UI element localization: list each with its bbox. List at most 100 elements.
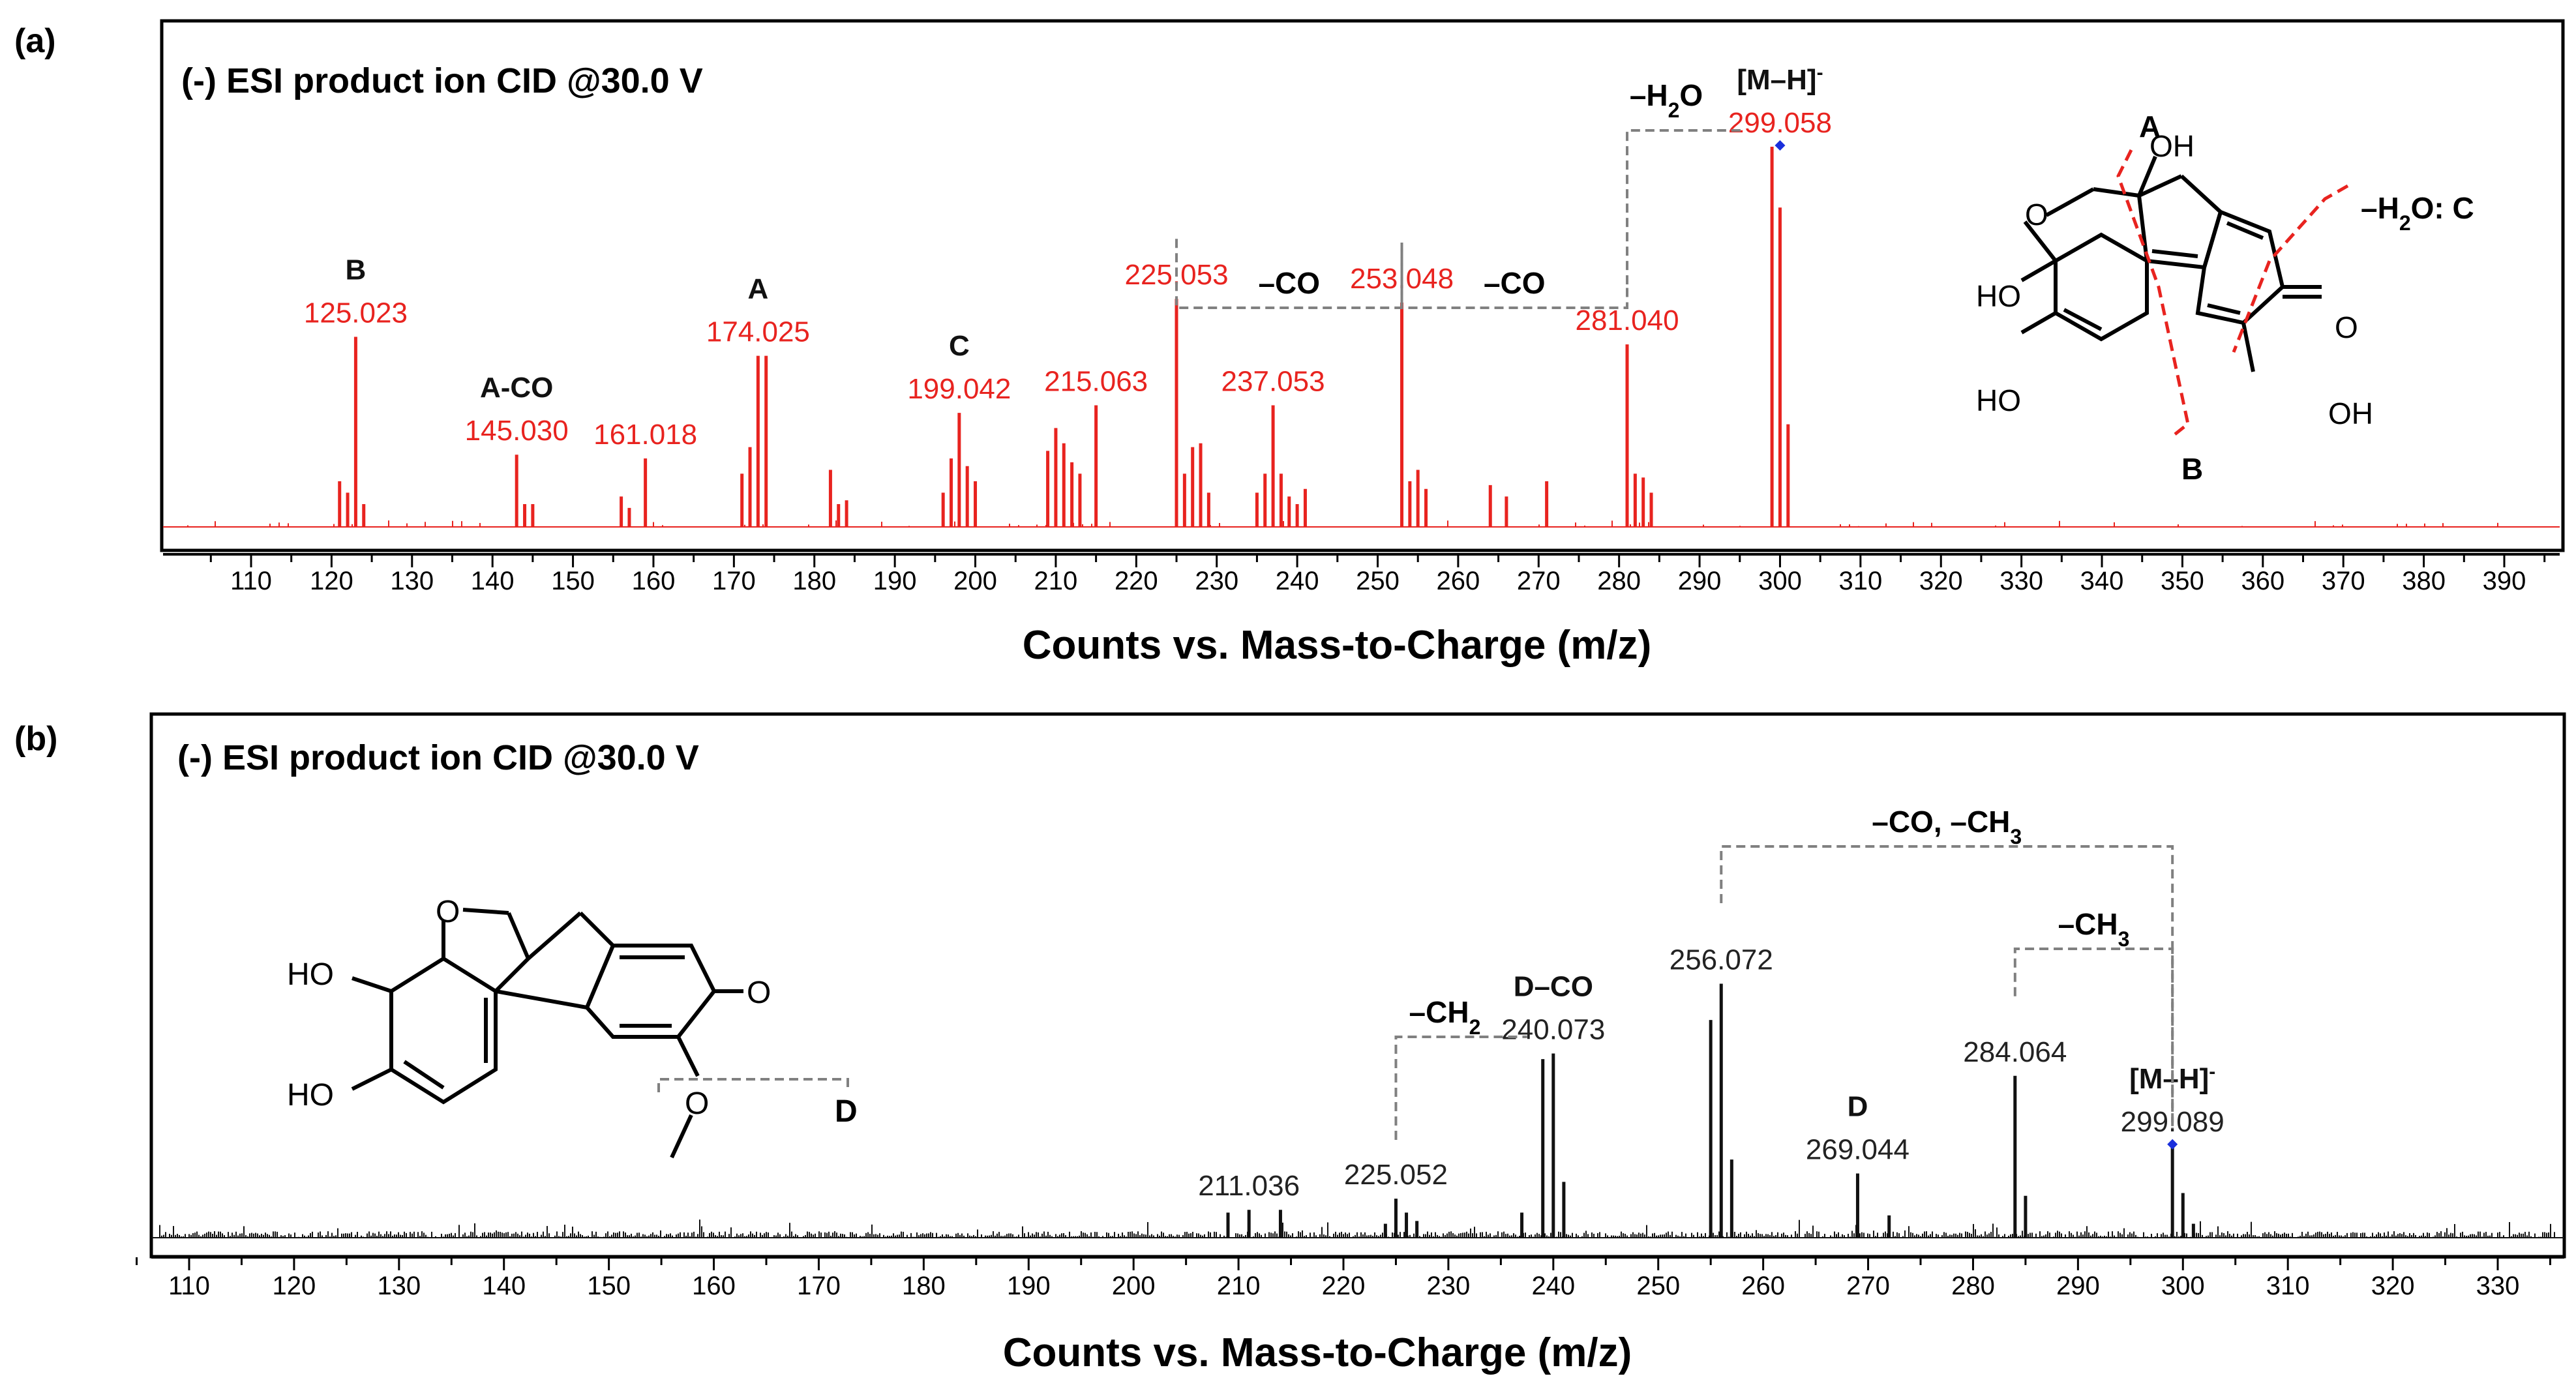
peak-mz-label: 269.044: [1806, 1134, 1910, 1166]
x-tick-label: 270: [1846, 1272, 1890, 1300]
struct-a-bond-c6: [2179, 174, 2223, 214]
x-tick-label: 170: [797, 1272, 841, 1300]
panel-b-plot: 110 120 130 140 150 160 170 180 190 200 210 220 230 2…: [136, 805, 2564, 1300]
loss-bracket: [1626, 129, 1741, 285]
loss-bracket: [1720, 845, 2174, 1128]
panel-b-xlabel: Counts vs. Mass-to-Charge (m/z): [1003, 1330, 1632, 1375]
x-tick-label: 220: [1115, 567, 1158, 595]
struct-a-keto-o: O: [2335, 310, 2358, 344]
x-tick-label: 240: [1276, 567, 1319, 595]
peak-mz-label: 215.063: [1044, 365, 1148, 397]
x-tick-label: 280: [1951, 1272, 1995, 1300]
struct-a-double-bond-4: [2207, 303, 2241, 315]
struct-b-catechol-ring: [389, 956, 498, 1105]
struct-b-bond-c6: [578, 911, 615, 948]
x-tick-label: 360: [2241, 567, 2284, 595]
struct-a-ho2: HO: [1976, 383, 2021, 417]
panel-b-title: (-) ESI product ion CID @30.0 V: [177, 738, 699, 777]
x-tick-label: 120: [310, 567, 353, 595]
loss-label: –CO: [1258, 266, 1320, 300]
panel-a-plot: 110 120 130 140 150 160 170 180 190 200 210 220 230 2…: [163, 62, 2560, 595]
struct-a-catechol-ring: [2054, 232, 2149, 342]
peak-mz-label: 284.064: [1963, 1036, 2067, 1068]
struct-b-methyl-bond: [670, 1114, 693, 1159]
panel-a-frame: [160, 19, 2565, 552]
struct-b-ho1-bond: [352, 976, 392, 993]
struct-a-double-bond-2: [2151, 249, 2198, 258]
loss-label: –CO: [1484, 266, 1546, 300]
peak-mz-label: 256.072: [1670, 944, 1773, 976]
peak-ion-label: B: [346, 254, 367, 286]
structure-b-labels: HO HO O O O D: [287, 895, 858, 1129]
x-tick-label: 340: [2080, 567, 2124, 595]
struct-a-bond-c8: [2146, 259, 2205, 269]
struct-a-ring-o: O: [2025, 198, 2048, 232]
peak-mz-label: 299.058: [1728, 107, 1832, 139]
struct-b-double-bond-1: [403, 1060, 445, 1090]
peak-mz-label: 225.052: [1344, 1159, 1448, 1191]
x-tick-label: 300: [1758, 567, 1802, 595]
loss-bracket: [2013, 948, 2174, 1128]
x-tick-label: 380: [2402, 567, 2446, 595]
x-tick-label: 310: [2266, 1272, 2310, 1300]
x-tick-label: 130: [390, 567, 434, 595]
x-tick-label: 320: [1919, 567, 1963, 595]
x-tick-label: 290: [2056, 1272, 2100, 1300]
struct-a-oh-bond: [2241, 322, 2255, 372]
struct-b-keto-o: O: [747, 976, 771, 1010]
x-tick-label: 280: [1597, 567, 1641, 595]
struct-a-oh-bottom: OH: [2328, 396, 2373, 430]
struct-b-ho2: HO: [287, 1078, 334, 1113]
structure-a: [2020, 155, 2322, 372]
peak-mz-label: 125.023: [304, 297, 408, 329]
x-tick-label: 230: [1195, 567, 1238, 595]
x-tick-label: 200: [953, 567, 997, 595]
loss-label: –H2O: [1630, 78, 1703, 122]
struct-b-ho1: HO: [287, 957, 334, 992]
peak-mz-label: 211.036: [1198, 1170, 1300, 1202]
struct-a-bond-o1: [2023, 220, 2058, 262]
x-tick-label: 140: [482, 1272, 526, 1300]
peak-mz-label: 161.018: [593, 419, 697, 451]
peak-ion-label: A-CO: [480, 372, 553, 404]
x-tick-label: 210: [1034, 567, 1078, 595]
x-tick-label: 270: [1517, 567, 1561, 595]
struct-b-bond-c4: [494, 957, 530, 993]
struct-a-cut-b: B: [2181, 452, 2203, 486]
x-tick-label: 170: [712, 567, 756, 595]
x-tick-label: 350: [2161, 567, 2204, 595]
struct-b-ho2-bond: [351, 1068, 393, 1091]
x-tick-label: 230: [1427, 1272, 1471, 1300]
peak-ion-label: C: [949, 330, 970, 362]
x-tick-label: 330: [1999, 567, 2043, 595]
x-tick-label: 300: [2161, 1272, 2205, 1300]
x-tick-label: 130: [377, 1272, 421, 1300]
struct-a-oh-top-bond: [2137, 155, 2157, 197]
structure-b: [351, 908, 743, 1159]
x-tick-label: 190: [873, 567, 917, 595]
struct-b-bond-c3: [507, 912, 530, 960]
struct-b-ring-o: O: [436, 895, 460, 929]
cut-line-a-b: [2116, 149, 2190, 438]
x-tick-label: 160: [692, 1272, 736, 1300]
x-tick-label: 150: [551, 567, 595, 595]
panel-b-label: (b): [14, 720, 57, 758]
precursor-marker: [2167, 1139, 2178, 1150]
x-tick-label: 250: [1356, 567, 1400, 595]
struct-b-methoxy-o: O: [685, 1086, 709, 1121]
x-tick-label: 320: [2371, 1272, 2415, 1300]
structure-a-cuts: [2116, 149, 2349, 438]
struct-a-ho2-bond: [2020, 311, 2057, 335]
loss-bracket: [1400, 243, 1629, 309]
x-tick-label: 240: [1531, 1272, 1575, 1300]
x-tick-label: 180: [902, 1272, 946, 1300]
peak-mz-label: 199.042: [907, 373, 1011, 405]
x-tick-label: 370: [2322, 567, 2365, 595]
peak-mz-label: 174.025: [706, 316, 810, 348]
x-tick-label: 160: [632, 567, 676, 595]
peak-ion-label: D–CO: [1514, 971, 1593, 1003]
precursor-marker: [1775, 140, 1786, 151]
loss-label: –CH3: [2058, 907, 2130, 951]
peak-mz-label: 281.040: [1575, 305, 1679, 336]
x-tick-label: 250: [1636, 1272, 1680, 1300]
